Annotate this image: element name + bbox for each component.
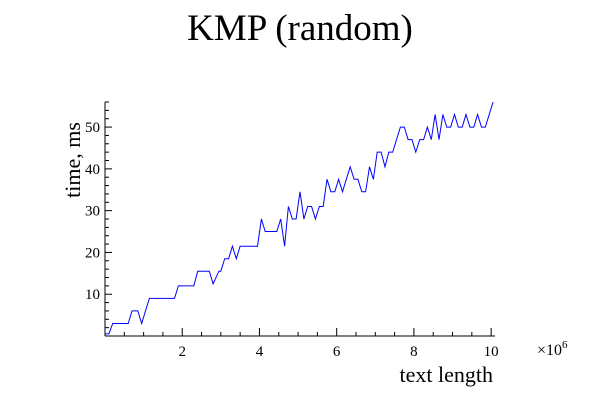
x-axis-ticks: 2 4 6 8 10 <box>123 328 499 360</box>
x-axis-label: text length <box>400 362 493 387</box>
y-axis-ticks: 10 20 30 40 50 <box>85 101 112 329</box>
x-tick-label: 2 <box>178 344 186 360</box>
y-axis-label: time, ms <box>60 122 85 198</box>
x-scale-multiplier: ×106 <box>537 339 568 359</box>
y-tick-label: 30 <box>85 204 100 220</box>
y-tick-label: 10 <box>85 287 100 303</box>
x-tick-label: 6 <box>333 344 341 360</box>
x-tick-label: 4 <box>256 344 264 360</box>
y-tick-label: 20 <box>85 245 100 261</box>
y-tick-label: 40 <box>85 162 100 178</box>
y-tick-label: 50 <box>85 120 100 136</box>
chart-title: KMP (random) <box>187 8 413 49</box>
x-scale-exponent: 6 <box>562 339 568 351</box>
series-group <box>105 101 494 335</box>
x-tick-label: 8 <box>410 344 418 360</box>
series-line <box>105 101 494 335</box>
axes <box>104 102 495 337</box>
x-scale-base: ×10 <box>537 342 562 359</box>
x-tick-label: 10 <box>484 344 499 360</box>
